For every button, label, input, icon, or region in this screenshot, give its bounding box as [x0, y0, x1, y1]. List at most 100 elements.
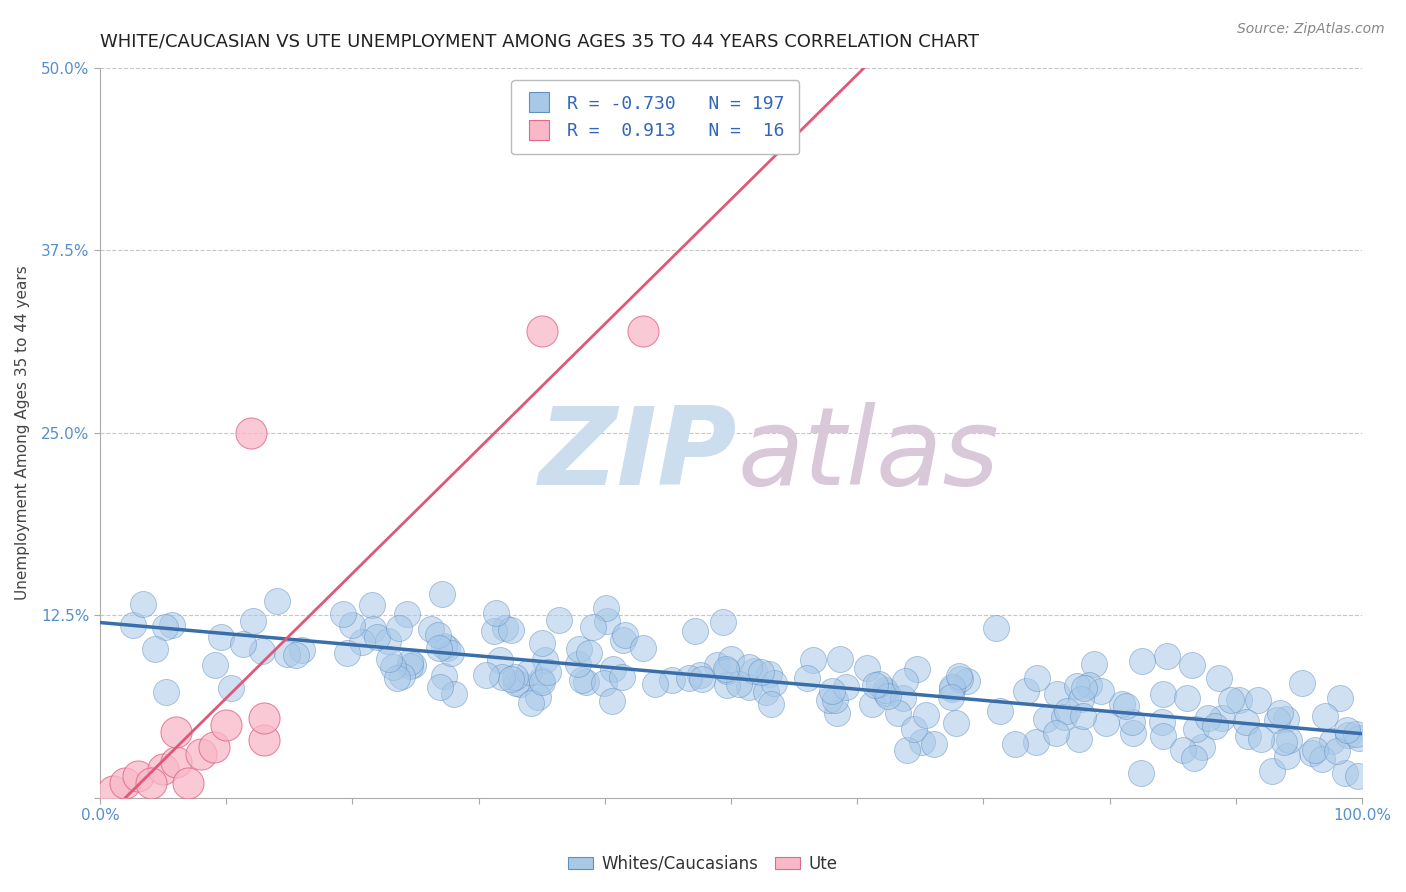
- Point: [537, 665, 560, 679]
- Point: [875, 685, 897, 699]
- Point: [941, 682, 963, 697]
- Point: [215, 718, 238, 732]
- Point: [1070, 692, 1092, 706]
- Point: [517, 665, 540, 679]
- Point: [1045, 726, 1067, 740]
- Point: [873, 682, 896, 697]
- Point: [1227, 693, 1250, 707]
- Point: [1129, 766, 1152, 780]
- Point: [1265, 713, 1288, 727]
- Point: [419, 622, 441, 636]
- Point: [1250, 731, 1272, 746]
- Point: [1320, 733, 1343, 747]
- Point: [915, 708, 938, 723]
- Point: [485, 606, 508, 620]
- Point: [720, 652, 742, 666]
- Point: [290, 642, 312, 657]
- Point: [430, 586, 453, 600]
- Point: [678, 671, 700, 685]
- Point: [350, 635, 373, 649]
- Point: [1156, 648, 1178, 663]
- Point: [232, 637, 254, 651]
- Point: [139, 776, 162, 790]
- Point: [1181, 657, 1204, 672]
- Point: [612, 633, 634, 648]
- Point: [122, 618, 145, 632]
- Point: [202, 739, 225, 754]
- Point: [1220, 692, 1243, 706]
- Point: [706, 657, 728, 672]
- Point: [1152, 730, 1174, 744]
- Point: [821, 684, 844, 698]
- Point: [427, 641, 450, 656]
- Point: [1268, 706, 1291, 720]
- Point: [939, 690, 962, 705]
- Point: [1090, 683, 1112, 698]
- Point: [990, 705, 1012, 719]
- Point: [1122, 726, 1144, 740]
- Point: [582, 619, 605, 633]
- Point: [1182, 751, 1205, 765]
- Point: [548, 613, 571, 627]
- Point: [1275, 711, 1298, 725]
- Point: [366, 630, 388, 644]
- Point: [242, 614, 264, 628]
- Point: [1056, 704, 1078, 718]
- Point: [1066, 679, 1088, 693]
- Point: [1236, 729, 1258, 743]
- Point: [911, 735, 934, 749]
- Point: [426, 628, 449, 642]
- Point: [1313, 708, 1336, 723]
- Y-axis label: Unemployment Among Ages 35 to 44 years: Unemployment Among Ages 35 to 44 years: [15, 266, 30, 600]
- Point: [1204, 719, 1226, 733]
- Text: atlas: atlas: [737, 402, 1000, 508]
- Point: [127, 769, 149, 783]
- Point: [567, 657, 589, 671]
- Legend: Whites/Caucasians, Ute: Whites/Caucasians, Ute: [562, 848, 844, 880]
- Point: [340, 618, 363, 632]
- Point: [661, 673, 683, 687]
- Point: [1115, 699, 1137, 714]
- Point: [250, 644, 273, 658]
- Point: [527, 690, 550, 704]
- Point: [1111, 698, 1133, 712]
- Point: [399, 659, 422, 673]
- Point: [824, 692, 846, 706]
- Point: [114, 776, 136, 790]
- Point: [602, 694, 624, 708]
- Point: [876, 689, 898, 703]
- Point: [610, 670, 633, 684]
- Point: [868, 677, 890, 691]
- Point: [332, 607, 354, 621]
- Point: [381, 660, 404, 674]
- Point: [738, 680, 761, 694]
- Point: [903, 722, 925, 736]
- Point: [685, 624, 707, 638]
- Point: [204, 658, 226, 673]
- Point: [489, 653, 512, 667]
- Point: [1053, 710, 1076, 724]
- Point: [1004, 737, 1026, 751]
- Point: [1078, 678, 1101, 692]
- Point: [690, 672, 713, 686]
- Point: [737, 659, 759, 673]
- Point: [1336, 723, 1358, 738]
- Point: [1247, 692, 1270, 706]
- Point: [531, 635, 554, 649]
- Point: [1095, 715, 1118, 730]
- Point: [751, 665, 773, 679]
- Point: [335, 646, 357, 660]
- Point: [796, 671, 818, 685]
- Text: WHITE/CAUCASIAN VS UTE UNEMPLOYMENT AMONG AGES 35 TO 44 YEARS CORRELATION CHART: WHITE/CAUCASIAN VS UTE UNEMPLOYMENT AMON…: [100, 33, 979, 51]
- Point: [1334, 765, 1357, 780]
- Point: [758, 667, 780, 681]
- Point: [574, 675, 596, 690]
- Point: [1278, 733, 1301, 747]
- Point: [1184, 723, 1206, 737]
- Point: [922, 737, 945, 751]
- Point: [728, 677, 751, 691]
- Point: [568, 641, 591, 656]
- Point: [190, 747, 212, 762]
- Point: [360, 598, 382, 612]
- Point: [377, 634, 399, 648]
